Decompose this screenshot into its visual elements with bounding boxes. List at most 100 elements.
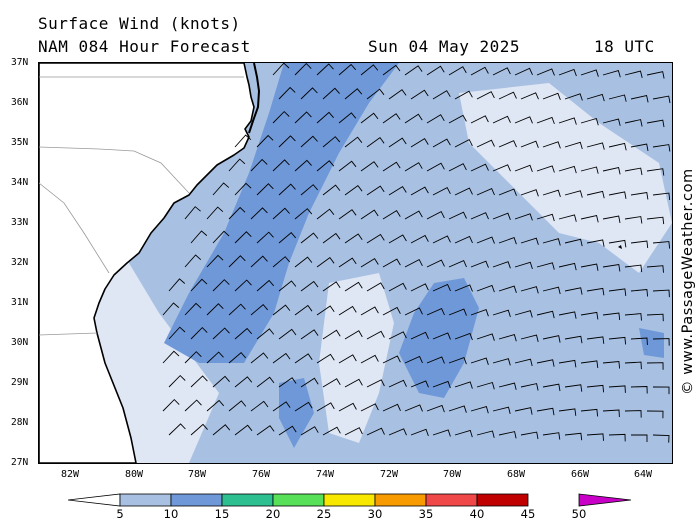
- wind-barb: [580, 69, 599, 77]
- wind-barb: [520, 92, 539, 100]
- lon-label-78w: 78W: [187, 469, 207, 480]
- wind-barb: [520, 189, 539, 197]
- wind-barb: [448, 66, 467, 76]
- wind-barb: [586, 93, 605, 102]
- wind-barb: [492, 309, 511, 318]
- wind-barb: [366, 379, 385, 388]
- wind-barb: [646, 71, 665, 79]
- wind-barb: [426, 162, 445, 172]
- colorbar-cell: [374, 493, 427, 507]
- wind-barb: [316, 353, 335, 364]
- wind-barb: [492, 115, 511, 124]
- wind-barb: [564, 287, 583, 295]
- wind-barb: [234, 327, 253, 340]
- wind-barb: [586, 433, 604, 441]
- wind-barb: [514, 310, 533, 318]
- wind-barb: [278, 328, 297, 340]
- wind-barb: [410, 283, 429, 292]
- wind-barb: [294, 256, 313, 268]
- wind-barb: [476, 188, 495, 196]
- wind-barb: [470, 406, 489, 414]
- wind-barb: [382, 306, 401, 316]
- lon-label-76w: 76W: [251, 469, 271, 480]
- wind-barb: [404, 210, 423, 220]
- wind-barb: [256, 183, 274, 196]
- wind-barb: [190, 423, 208, 436]
- wind-barb: [250, 352, 269, 364]
- lat-label-36n: 36N: [11, 97, 29, 108]
- wind-barb: [536, 407, 555, 416]
- lon-label-82w: 82W: [60, 469, 80, 480]
- wind-barb: [388, 137, 407, 148]
- wind-barb: [426, 65, 445, 76]
- wind-barb: [300, 377, 319, 388]
- wind-barb: [344, 281, 363, 292]
- wind-barb: [294, 208, 313, 220]
- lat-label-35n: 35N: [11, 137, 29, 148]
- wind-barb: [234, 134, 252, 148]
- wind-barb: [294, 63, 312, 76]
- wind-barb: [624, 264, 643, 273]
- colorbar-label-5: 5: [116, 507, 124, 521]
- wind-barb: [476, 333, 495, 341]
- wind-barb: [454, 332, 473, 341]
- wind-barb: [162, 350, 180, 364]
- wind-barb: [278, 135, 296, 148]
- wind-barb: [404, 65, 423, 76]
- wind-barb: [278, 425, 297, 436]
- wind-map-canvas: [39, 63, 672, 463]
- wind-barb: [206, 303, 224, 316]
- wind-barb: [250, 400, 269, 412]
- colorbar-label-25: 25: [316, 507, 332, 521]
- wind-barb: [520, 383, 539, 391]
- wind-barb: [630, 289, 649, 297]
- wind-barb: [294, 111, 312, 124]
- wind-barb: [580, 311, 599, 320]
- wind-barb: [564, 335, 583, 344]
- wind-barb: [162, 302, 180, 316]
- wind-barb: [448, 260, 467, 268]
- wind-barb: [388, 379, 407, 388]
- wind-barb: [514, 67, 533, 76]
- wind-barb: [448, 405, 467, 413]
- wind-barb: [602, 70, 621, 78]
- wind-barb: [564, 238, 583, 247]
- wind-barb: [652, 192, 671, 201]
- wind-barb: [470, 309, 489, 317]
- lon-label-72w: 72W: [379, 469, 399, 480]
- wind-barb: [190, 230, 208, 244]
- wind-barb: [514, 261, 533, 270]
- wind-barb: [536, 359, 555, 367]
- wind-barb: [608, 433, 626, 442]
- wind-barb: [360, 306, 379, 316]
- wind-barb: [250, 255, 268, 268]
- wind-barb: [476, 236, 495, 244]
- wind-barb: [410, 380, 429, 388]
- wind-barb: [536, 213, 555, 222]
- wind-barb: [184, 399, 202, 412]
- wind-barb: [542, 238, 561, 246]
- wind-map[interactable]: [38, 62, 673, 464]
- wind-barb: [602, 312, 621, 321]
- wind-barb: [498, 431, 517, 439]
- colorbar-label-30: 30: [367, 507, 383, 521]
- wind-barb: [624, 167, 643, 176]
- wind-barb: [454, 90, 473, 100]
- wind-barb: [234, 231, 252, 244]
- wind-barb: [184, 302, 202, 316]
- wind-barb: [542, 189, 561, 198]
- wind-barb: [608, 142, 627, 151]
- wind-barb: [234, 279, 252, 292]
- wind-barb: [558, 262, 577, 271]
- wind-barb: [564, 432, 583, 441]
- wind-barb: [360, 403, 379, 412]
- wind-barb: [652, 95, 671, 104]
- wind-barb: [272, 256, 291, 268]
- wind-barb: [366, 233, 385, 244]
- wind-barb: [602, 361, 621, 369]
- wind-barb: [580, 408, 599, 417]
- wind-barb: [536, 116, 555, 125]
- wind-barb: [366, 136, 385, 148]
- wind-barb: [608, 94, 627, 102]
- wind-barb: [520, 334, 539, 343]
